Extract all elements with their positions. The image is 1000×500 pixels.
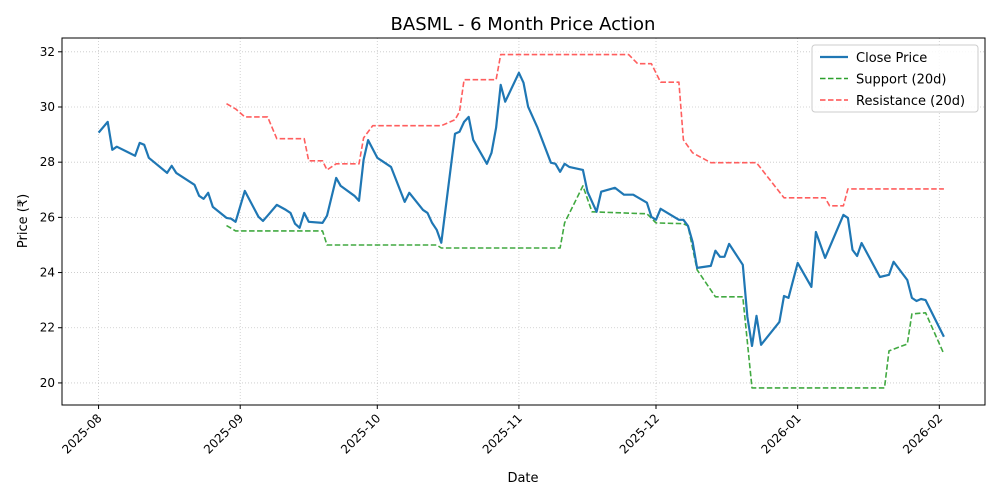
y-tick-label: 32 — [40, 45, 55, 59]
y-tick-label: 24 — [40, 266, 55, 280]
x-tick-label: 2026-01 — [758, 411, 803, 456]
y-axis-label: Price (₹) — [16, 194, 31, 248]
plot-frame — [61, 37, 986, 406]
x-tick-label: 2026-02 — [900, 411, 945, 456]
x-tick-label: 2025-08 — [59, 411, 104, 456]
legend-label: Close Price — [856, 51, 927, 66]
x-tick-label: 2025-12 — [617, 411, 662, 456]
x-tick-label: 2025-10 — [338, 411, 383, 456]
y-tick-label: 20 — [40, 376, 55, 390]
x-axis: 2025-08 2025-09 2025-10 2025-11 2025-12 2026-… — [59, 405, 945, 457]
series-line-support-20d — [226, 185, 945, 389]
series-line-close-price — [97, 71, 945, 347]
chart-title: BASML - 6 Month Price Action — [391, 14, 656, 35]
x-tick-label: 2025-11 — [480, 411, 525, 456]
legend-label: Support (20d) — [856, 73, 946, 88]
y-tick-label: 22 — [40, 321, 55, 335]
series-line-resistance-20d — [226, 53, 944, 207]
legend-label: Resistance (20d) — [856, 94, 965, 109]
legend: Close Price Support (20d) Resistance (20d) — [811, 44, 979, 113]
y-tick-label: 28 — [40, 155, 55, 169]
y-axis: 20 22 24 26 28 30 32 — [40, 45, 62, 390]
legend-box — [811, 44, 979, 113]
x-axis-label: Date — [507, 471, 538, 486]
y-tick-label: 26 — [40, 210, 55, 224]
grid — [62, 38, 985, 405]
series-group — [97, 53, 945, 389]
x-tick-label: 2025-09 — [201, 411, 246, 456]
y-tick-label: 30 — [40, 100, 55, 114]
